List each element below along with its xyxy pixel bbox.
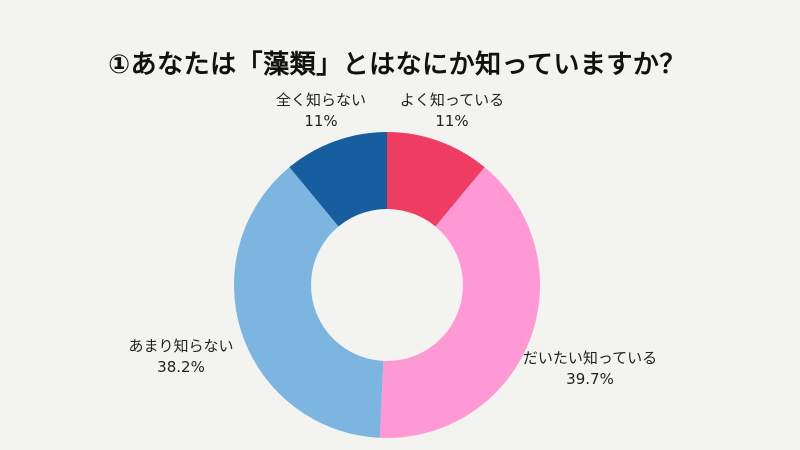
donut-hole <box>311 209 463 361</box>
label-not-well-known: あまり知らない 38.2% <box>128 336 233 378</box>
label-value: 11% <box>435 112 469 130</box>
label-well-known: よく知っている 11% <box>400 90 504 132</box>
label-value: 39.7% <box>566 370 614 388</box>
chart-title: ①あなたは「藻類」とはなにか知っていますか？ <box>108 50 686 80</box>
label-name: 全く知らない <box>275 91 367 109</box>
label-not-known-at-all: 全く知らない 11% <box>276 90 366 132</box>
label-name: あまり知らない <box>128 337 234 355</box>
label-value: 11% <box>304 112 338 130</box>
label-name: よく知っている <box>399 91 505 109</box>
label-name: だいたい知っている <box>522 349 658 367</box>
label-value: 38.2% <box>157 358 205 376</box>
donut-slice <box>234 167 387 438</box>
label-somewhat-known: だいたい知っている 39.7% <box>523 348 657 390</box>
